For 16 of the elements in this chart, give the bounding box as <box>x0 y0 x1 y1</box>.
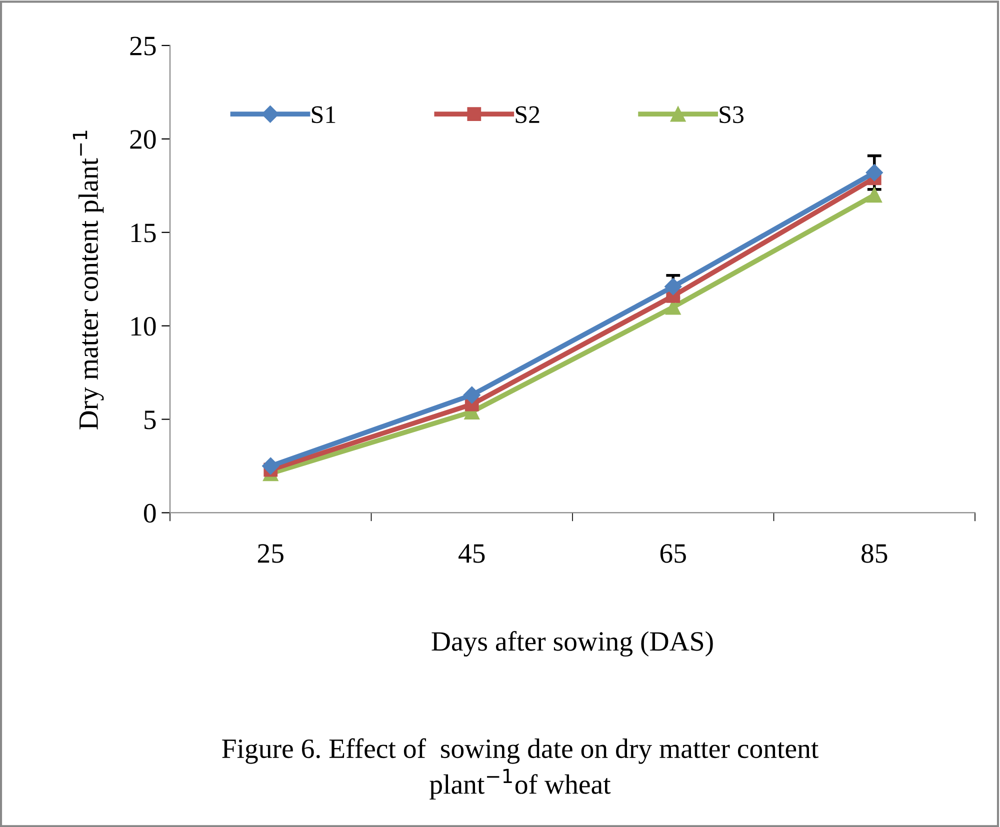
y-tick-label: 15 <box>131 224 156 242</box>
x-tick-label: 85 <box>862 544 888 563</box>
legend-label: S1 <box>312 106 336 124</box>
caption: Figure 6. Effect of sowing date on dry matter content plant$^{−1}$of wheat <box>222 738 819 800</box>
y-tick-label: 25 <box>130 36 156 56</box>
y-axis-title: Dry matter content plant$^{−1}$ <box>72 130 104 430</box>
y-tick-label: 5 <box>144 410 156 430</box>
legend-label: S2 <box>516 106 540 124</box>
y-tick-label: 0 <box>144 504 156 523</box>
x-axis-title: Days after sowing (DAS) <box>432 630 713 657</box>
y-tick-label: 10 <box>131 317 156 336</box>
x-tick-label: 25 <box>258 544 284 563</box>
legend-label: S3 <box>720 106 744 124</box>
x-tick-label: 45 <box>458 544 485 563</box>
y-tick-label: 20 <box>130 130 156 149</box>
x-tick-label: 65 <box>660 544 686 563</box>
